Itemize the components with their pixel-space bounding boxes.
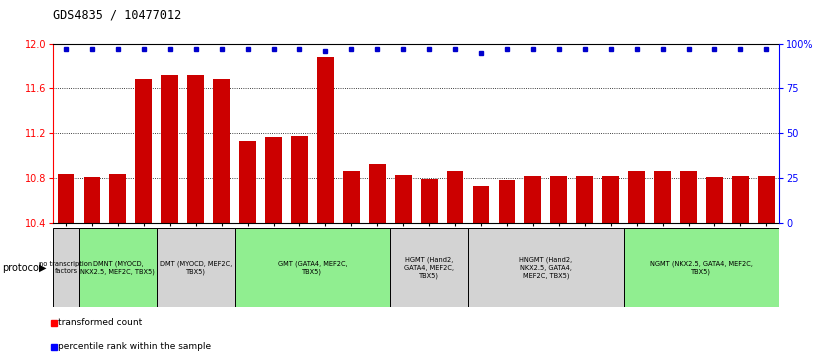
Bar (187, 75, 204, 223)
Bar (53, 228, 79, 307)
Bar (83, 177, 100, 223)
Bar (576, 176, 593, 223)
Text: transformed count: transformed count (58, 318, 143, 327)
Bar (680, 171, 697, 223)
Bar (468, 228, 623, 307)
Bar (235, 228, 390, 307)
Bar (732, 176, 749, 223)
Bar (758, 176, 774, 223)
Bar (109, 174, 126, 223)
Bar (213, 79, 230, 223)
Bar (628, 171, 645, 223)
Bar (499, 180, 516, 223)
Bar (654, 171, 671, 223)
Bar (343, 171, 360, 223)
Text: DMT (MYOCD, MEF2C,
TBX5): DMT (MYOCD, MEF2C, TBX5) (160, 260, 232, 275)
Bar (157, 228, 235, 307)
Bar (239, 141, 256, 223)
Bar (446, 171, 463, 223)
Bar (369, 164, 386, 223)
Text: NGMT (NKX2.5, GATA4, MEF2C,
TBX5): NGMT (NKX2.5, GATA4, MEF2C, TBX5) (650, 260, 753, 275)
Bar (135, 79, 153, 223)
Bar (706, 177, 723, 223)
Text: DMNT (MYOCD,
NKX2.5, MEF2C, TBX5): DMNT (MYOCD, NKX2.5, MEF2C, TBX5) (81, 260, 155, 275)
Bar (550, 176, 567, 223)
Bar (395, 175, 411, 223)
Text: HGMT (Hand2,
GATA4, MEF2C,
TBX5): HGMT (Hand2, GATA4, MEF2C, TBX5) (404, 257, 455, 278)
Bar (525, 176, 541, 223)
Text: HNGMT (Hand2,
NKX2.5, GATA4,
MEF2C, TBX5): HNGMT (Hand2, NKX2.5, GATA4, MEF2C, TBX5… (519, 257, 572, 278)
Bar (265, 137, 282, 223)
Text: percentile rank within the sample: percentile rank within the sample (58, 343, 211, 351)
Bar (472, 186, 490, 223)
Bar (390, 228, 468, 307)
Text: ▶: ▶ (39, 262, 47, 273)
Bar (421, 179, 437, 223)
Bar (79, 228, 157, 307)
Bar (291, 135, 308, 223)
Bar (162, 75, 178, 223)
Bar (58, 174, 74, 223)
Text: no transcription
factors: no transcription factors (39, 261, 92, 274)
Bar (623, 228, 779, 307)
Bar (317, 57, 334, 223)
Text: GDS4835 / 10477012: GDS4835 / 10477012 (53, 9, 181, 22)
Text: GMT (GATA4, MEF2C,
TBX5): GMT (GATA4, MEF2C, TBX5) (277, 260, 348, 275)
Text: protocol: protocol (2, 262, 42, 273)
Bar (602, 176, 619, 223)
